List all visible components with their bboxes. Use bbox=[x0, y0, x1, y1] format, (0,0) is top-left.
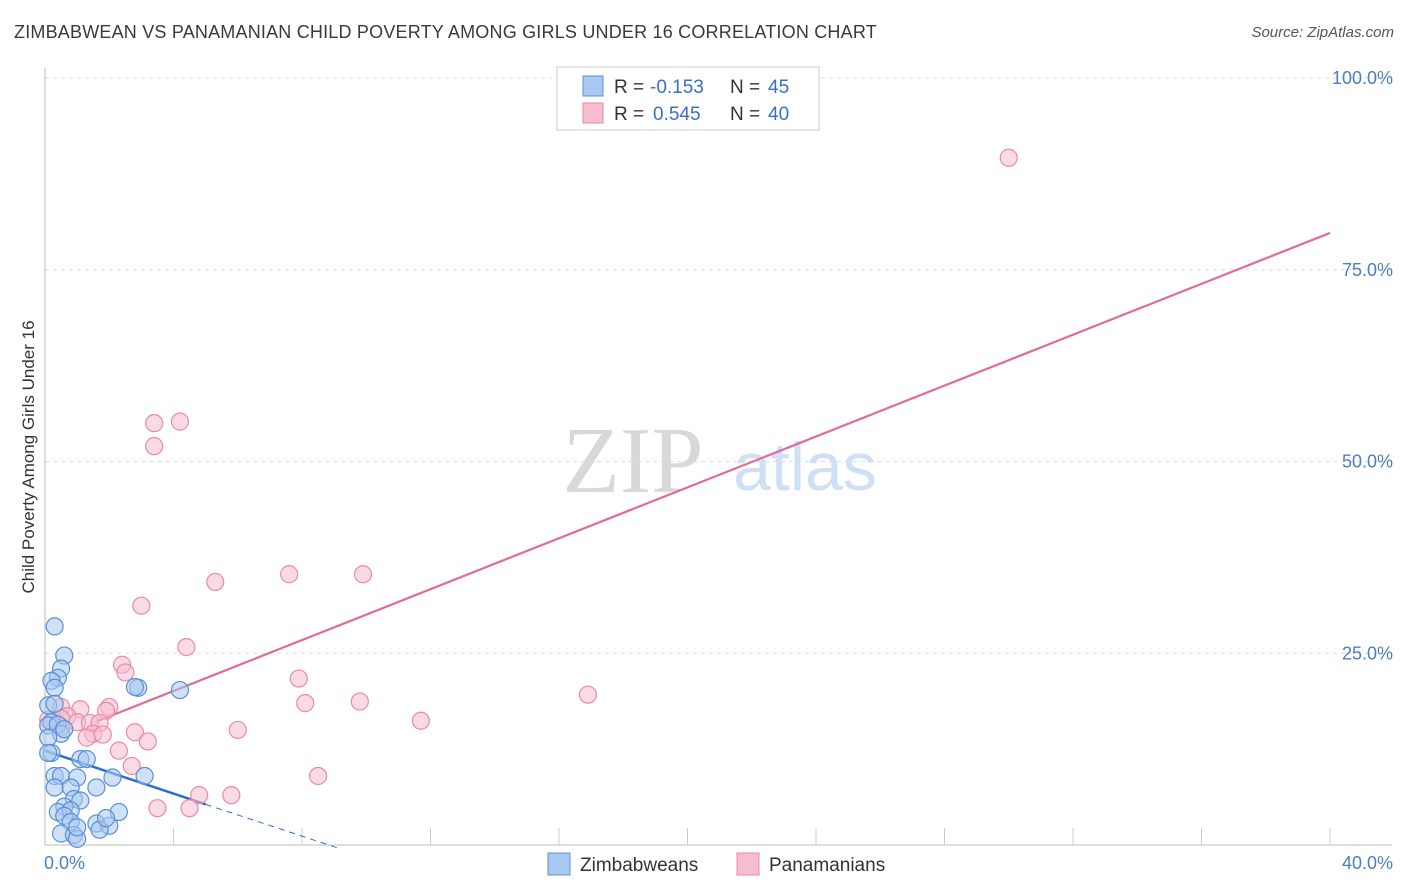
legend-r-label-2: R = bbox=[614, 104, 644, 125]
panamanian-point-36 bbox=[148, 799, 167, 818]
panamanian-point-3 bbox=[145, 437, 164, 456]
zimbabwean-point-44 bbox=[96, 809, 116, 828]
panamanian-point-37 bbox=[180, 799, 199, 818]
zimbabwean-point-13 bbox=[39, 743, 58, 763]
zimbabwean-point-23 bbox=[87, 778, 106, 797]
zimbabwean-point-39 bbox=[125, 677, 145, 697]
panamanian-point-7 bbox=[132, 596, 151, 615]
zimbabwean-point-43 bbox=[55, 720, 74, 739]
tick-labels: 100.0% 75.0% 50.0% 25.0% 0.0% 40.0% bbox=[44, 68, 1393, 873]
panamanian-point-13 bbox=[296, 694, 315, 713]
panamanian-point-6 bbox=[206, 572, 225, 592]
y-tick-label-2: 50.0% bbox=[1342, 452, 1393, 472]
panamanian-point-5 bbox=[353, 565, 373, 584]
panamanian-point-2 bbox=[170, 412, 190, 431]
panamanian-point-27 bbox=[125, 723, 145, 742]
legend-r-value-2: 0.545 bbox=[653, 104, 701, 125]
zimbabwean-point-20 bbox=[135, 766, 154, 786]
zimbabwean-point-42 bbox=[45, 694, 64, 713]
panamanian-point-39 bbox=[93, 725, 112, 744]
panamanian-point-14 bbox=[350, 692, 369, 711]
legend-n-label-1: N = bbox=[730, 77, 760, 98]
legend-r-label-1: R = bbox=[614, 77, 644, 98]
panamanian-point-1 bbox=[145, 414, 164, 433]
panamanian-point-31 bbox=[109, 741, 128, 760]
chart-title: ZIMBABWEAN VS PANAMANIAN CHILD POVERTY A… bbox=[14, 22, 877, 42]
zimbabwean-point-40 bbox=[170, 680, 190, 700]
zimbabwean-point-41 bbox=[68, 818, 87, 837]
legend-swatch-pink bbox=[582, 102, 604, 124]
panamanian-points bbox=[39, 148, 1018, 818]
panamanian-point-8 bbox=[177, 638, 196, 657]
y-tick-label-1: 75.0% bbox=[1342, 260, 1393, 280]
panamanian-point-0 bbox=[999, 148, 1018, 167]
x-tick-label-0: 0.0% bbox=[44, 853, 85, 873]
zimbabwean-point-21 bbox=[45, 778, 64, 797]
bottom-legend-panamanians: Panamanians bbox=[769, 855, 885, 876]
panamanian-point-29 bbox=[77, 728, 96, 747]
panamanian-point-12 bbox=[578, 685, 598, 704]
grid-lines bbox=[45, 77, 1392, 654]
legend-swatch-blue bbox=[582, 75, 604, 97]
x-tick-label-1: 40.0% bbox=[1342, 853, 1393, 873]
y-tick-label-0: 100.0% bbox=[1332, 68, 1393, 88]
panamanian-point-30 bbox=[138, 732, 157, 751]
legend-n-value-1: 45 bbox=[768, 77, 789, 98]
panamanian-trend-line bbox=[95, 231, 1331, 723]
bottom-legend-swatch-panamanians bbox=[736, 852, 760, 876]
bottom-legend-swatch-zimbabweans bbox=[547, 852, 571, 876]
y-tick-label-3: 25.0% bbox=[1342, 643, 1393, 663]
panamanian-point-34 bbox=[190, 786, 209, 805]
zimbabwean-point-0 bbox=[45, 617, 64, 636]
legend-r-value-1: -0.153 bbox=[650, 77, 704, 98]
zimbabwean-point-5 bbox=[45, 678, 64, 697]
panamanian-point-26 bbox=[228, 720, 247, 740]
panamanian-point-35 bbox=[222, 786, 241, 805]
stats-legend: R = -0.153 N = 45 R = 0.545 N = 40 bbox=[556, 66, 820, 131]
legend-n-value-2: 40 bbox=[768, 104, 789, 125]
zimbabwean-points bbox=[39, 617, 190, 848]
zimbabwean-point-15 bbox=[77, 749, 96, 769]
panamanian-point-25 bbox=[411, 711, 430, 730]
panamanian-point-33 bbox=[308, 766, 328, 786]
panamanian-point-32 bbox=[122, 756, 141, 776]
zimbabwean-point-11 bbox=[39, 728, 58, 747]
source-label: Source: ZipAtlas.com bbox=[1251, 24, 1394, 41]
panamanian-point-10 bbox=[116, 663, 135, 682]
zimbabwean-point-19 bbox=[103, 768, 122, 787]
y-axis-label: Child Poverty Among Girls Under 16 bbox=[19, 320, 38, 593]
zimbabwean-trend-extension bbox=[205, 803, 341, 850]
panamanian-point-11 bbox=[289, 669, 308, 688]
trend-lines bbox=[44, 231, 1331, 850]
axes bbox=[44, 68, 1392, 846]
legend-n-label-2: N = bbox=[730, 104, 760, 125]
series-legend: Zimbabweans Panamanians bbox=[547, 852, 885, 876]
bottom-legend-zimbabweans: Zimbabweans bbox=[580, 855, 698, 876]
panamanian-point-4 bbox=[280, 565, 299, 584]
